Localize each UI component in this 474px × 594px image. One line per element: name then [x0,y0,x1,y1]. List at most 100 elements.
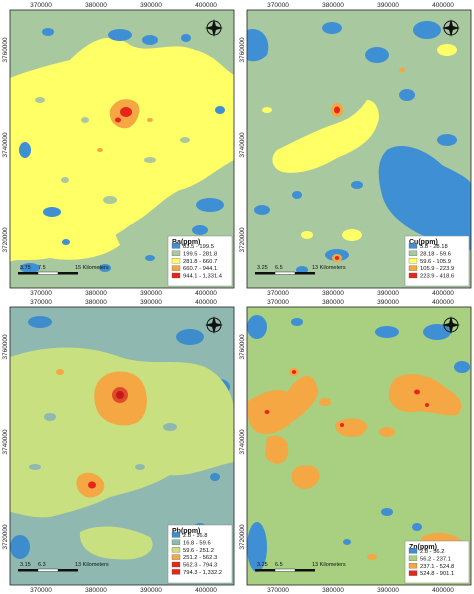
zn-legend-swatch [408,555,418,561]
pb-legend: Pb(ppm) 2.8 - 16.816.8 - 59.6 59.6 - 251.… [167,524,233,584]
cu-x-tick: 390000 [377,2,399,9]
ba-x-tick: 370000 [30,2,52,9]
cu-legend-label: 59.6 - 105.9 [420,259,451,265]
zn-legend-label: 56.2 - 237.1 [420,556,451,562]
pb-scale-bar: 3.15 6.3 13 Kilometers [18,562,109,572]
zn-legend-label: 237.1 - 524.8 [420,564,454,570]
cu-y-tick-labels: 3760000 3740000 3720000 [239,37,246,253]
cu-blue-patches [247,21,471,274]
pb-legend-label: 251.2 - 562.3 [183,555,217,561]
cu-y-tick: 3720000 [239,227,246,253]
ba-map: 370000 380000 390000 400000 370000 38000… [2,2,235,297]
pb-legend-swatch [171,547,181,553]
cu-scale-label: 3.25 [257,265,268,271]
pb-legend-swatch [171,532,181,538]
cu-x-tick: 370000 [267,2,289,9]
zn-x-tick: 370000 [267,299,289,306]
north-arrow-icon [205,19,223,37]
ba-legend-label: 281.8 - 660.7 [183,259,217,265]
cu-legend-label: 28.18 - 59.6 [420,251,451,257]
pb-y-tick: 3740000 [2,429,9,455]
cu-red-anomaly [334,106,340,114]
pb-x-tick: 400000 [195,587,217,594]
pb-legend-label: 562.3 - 794.3 [183,563,217,569]
cu-legend-label: 105.9 - 223.9 [420,266,454,272]
cu-map: 370000 380000 390000 400000 370000 38000… [239,2,472,297]
ba-y-tick-labels: 3760000 3740000 3720000 [2,37,9,253]
cu-x-tick: 400000 [432,2,454,9]
cu-x-tick: 400000 [432,290,454,297]
zn-legend-label: 2.8 - 56.2 [420,549,445,555]
zn-x-tick: 380000 [322,587,344,594]
zn-legend-swatch [408,548,418,554]
ba-green-speckles [35,97,190,204]
pb-x-tick: 400000 [195,299,217,306]
ba-legend-swatch [171,272,181,279]
ba-legend-label: 199.5 - 281.8 [183,251,217,257]
zn-x-tick: 370000 [267,587,289,594]
cu-scale-label: 6.5 [275,265,283,271]
cu-y-tick: 3760000 [239,37,246,63]
ba-legend-label: 83.5 - 199.5 [183,244,214,250]
ba-x-tick: 380000 [85,290,107,297]
pb-legend-label: 2.8 - 16.8 [183,533,208,539]
ba-x-tick: 390000 [140,2,162,9]
ba-legend-swatch [171,265,181,271]
zn-legend: Zn(ppm) 2.8 - 56.256.2 - 237.1 237.1 - 52… [404,540,470,584]
zn-map-frame [246,306,472,586]
pb-legend-swatch [171,561,181,568]
ba-legend-label: 944.1 - 1,331.4 [183,274,223,280]
ba-x-tick: 400000 [195,290,217,297]
zn-y-tick-labels: 3760000 3740000 3720000 [239,334,246,550]
pb-scale-label: 3.15 [20,562,31,568]
pb-map-panel: 370000 380000 390000 400000 370000 38000… [0,297,237,594]
cu-x-tick: 380000 [322,2,344,9]
ba-x-tick: 370000 [30,290,52,297]
pb-legend-swatch [171,569,181,575]
cu-legend-label: 5.8 - 28.18 [420,244,448,250]
pb-scale-label: 13 Kilometers [75,562,109,568]
pb-x-tick: 390000 [140,587,162,594]
pb-y-tick-labels: 3760000 3740000 3720000 [2,334,9,550]
pb-scale-label: 6.3 [38,562,46,568]
ba-y-tick: 3740000 [2,132,9,158]
pb-x-tick: 380000 [85,587,107,594]
ba-yellow-zone [10,37,234,251]
pb-x-tick: 370000 [30,299,52,306]
ba-x-tick: 380000 [85,2,107,9]
cu-legend-label: 223.9 - 418.6 [420,274,454,280]
zn-scale-label: 3.25 [257,562,268,568]
zn-y-tick: 3760000 [239,334,246,360]
cu-yellow-zone [272,100,379,173]
ba-legend-title: Ba(ppm) [172,239,200,246]
cu-legend-swatch [408,243,418,249]
zn-x-tick: 390000 [377,587,399,594]
cu-legend-swatch [408,258,418,264]
ba-legend-swatch [171,243,181,249]
pb-x-tick: 370000 [30,587,52,594]
zn-map: 370000 380000 390000 400000 370000 38000… [239,299,472,594]
zn-legend-title: Zn(ppm) [409,544,437,551]
north-arrow-icon [442,19,460,37]
zn-x-tick-labels: 370000 380000 390000 400000 370000 38000… [267,299,454,594]
cu-map-frame [246,9,472,289]
zn-y-tick: 3720000 [239,524,246,550]
pb-legend-label: 59.6 - 251.2 [183,548,214,554]
ba-legend-swatch [171,250,181,256]
zn-legend-swatch [408,563,418,569]
zn-legend-swatch [408,570,418,576]
ba-legend-swatch [171,258,181,264]
cu-y-tick: 3740000 [239,132,246,158]
zn-legend-label: 524.8 - 901.1 [420,571,454,577]
zn-scale-bar: 3.25 6.5 13 Kilometers [255,562,346,572]
ba-y-tick: 3760000 [2,37,9,63]
ba-scale-label: 15 Kilometers [75,265,109,271]
zn-x-tick: 390000 [377,299,399,306]
pb-y-tick: 3760000 [2,334,9,360]
ba-x-tick: 400000 [195,2,217,9]
pb-y-tick: 3720000 [2,524,9,550]
pb-legend-title: Pb(ppm) [172,528,200,535]
pb-x-tick: 390000 [140,299,162,306]
